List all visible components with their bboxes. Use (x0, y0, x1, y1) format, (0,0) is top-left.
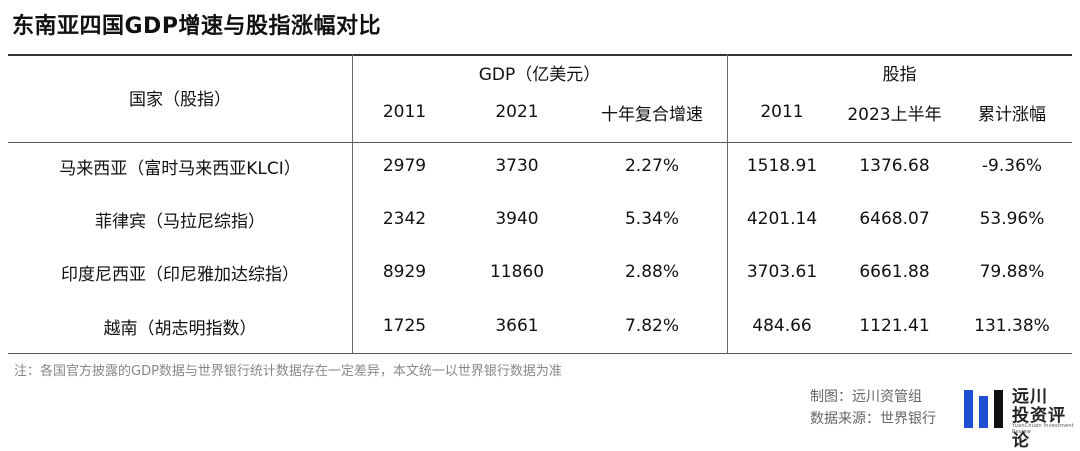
table-cell: 1376.68 (859, 156, 930, 176)
bottom-rule (8, 353, 1072, 354)
column-header: 累计涨幅 (978, 104, 1046, 125)
data-source: 数据来源：世界银行 (810, 411, 936, 427)
table-cell: -9.36% (981, 156, 1043, 176)
row-label: 菲律宾（马拉尼综指） (95, 211, 265, 232)
table-cell: 5.34% (624, 209, 679, 229)
table-cell: 4201.14 (746, 209, 818, 229)
table-cell: 79.88% (979, 262, 1045, 282)
row-label: 印度尼西亚（印尼雅加达综指） (61, 264, 299, 285)
row-header: 国家（股指） (129, 89, 231, 110)
made-by: 制图：远川资管组 (810, 389, 922, 405)
table-cell: 484.66 (752, 316, 812, 336)
yuanchuan-logo-icon (964, 390, 1003, 428)
column-header: 2011 (382, 102, 427, 122)
table-cell: 8929 (382, 262, 427, 282)
table-cell: 3703.61 (746, 262, 818, 282)
top-rule (8, 54, 1072, 56)
table-cell: 11860 (489, 262, 545, 282)
table-cell: 3661 (495, 316, 539, 336)
table-cell: 6468.07 (859, 209, 930, 229)
row-label: 越南（胡志明指数） (103, 318, 257, 339)
footnote: 注：各国官方披露的GDP数据与世界银行统计数据存在一定差异，本文统一以世界银行数… (14, 364, 562, 379)
table-cell: 2.88% (624, 262, 679, 282)
table-cell: 1725 (382, 316, 427, 336)
table-cell: 2342 (382, 209, 427, 229)
table-cell: 1518.91 (746, 156, 818, 176)
table-cell: 53.96% (979, 209, 1045, 229)
table-cell: 2.27% (624, 156, 679, 176)
chart-title: 东南亚四国GDP增速与股指涨幅对比 (12, 14, 381, 39)
table-cell: 1121.41 (859, 316, 930, 336)
row-label: 马来西亚（富时马来西亚KLCI） (59, 158, 301, 179)
table-cell: 3940 (495, 209, 539, 229)
divider-country (352, 54, 353, 354)
group-header-index: 股指 (882, 64, 917, 85)
column-header: 2021 (495, 102, 539, 122)
column-header: 2011 (760, 102, 804, 122)
logo-line1: 远川 (1012, 387, 1048, 407)
table-cell: 3730 (495, 156, 539, 176)
logo-line3: YuanChuan Investment Review (1012, 423, 1074, 435)
table-cell: 6661.88 (859, 262, 930, 282)
group-header-gdp: GDP（亿美元） (478, 64, 601, 85)
table-cell: 131.38% (974, 316, 1050, 336)
header-rule (8, 142, 1072, 143)
table-cell: 2979 (382, 156, 427, 176)
divider-gdp (727, 54, 728, 354)
table-cell: 7.82% (624, 316, 679, 336)
column-header: 2023上半年 (847, 104, 942, 125)
column-header: 十年复合增速 (601, 104, 703, 125)
